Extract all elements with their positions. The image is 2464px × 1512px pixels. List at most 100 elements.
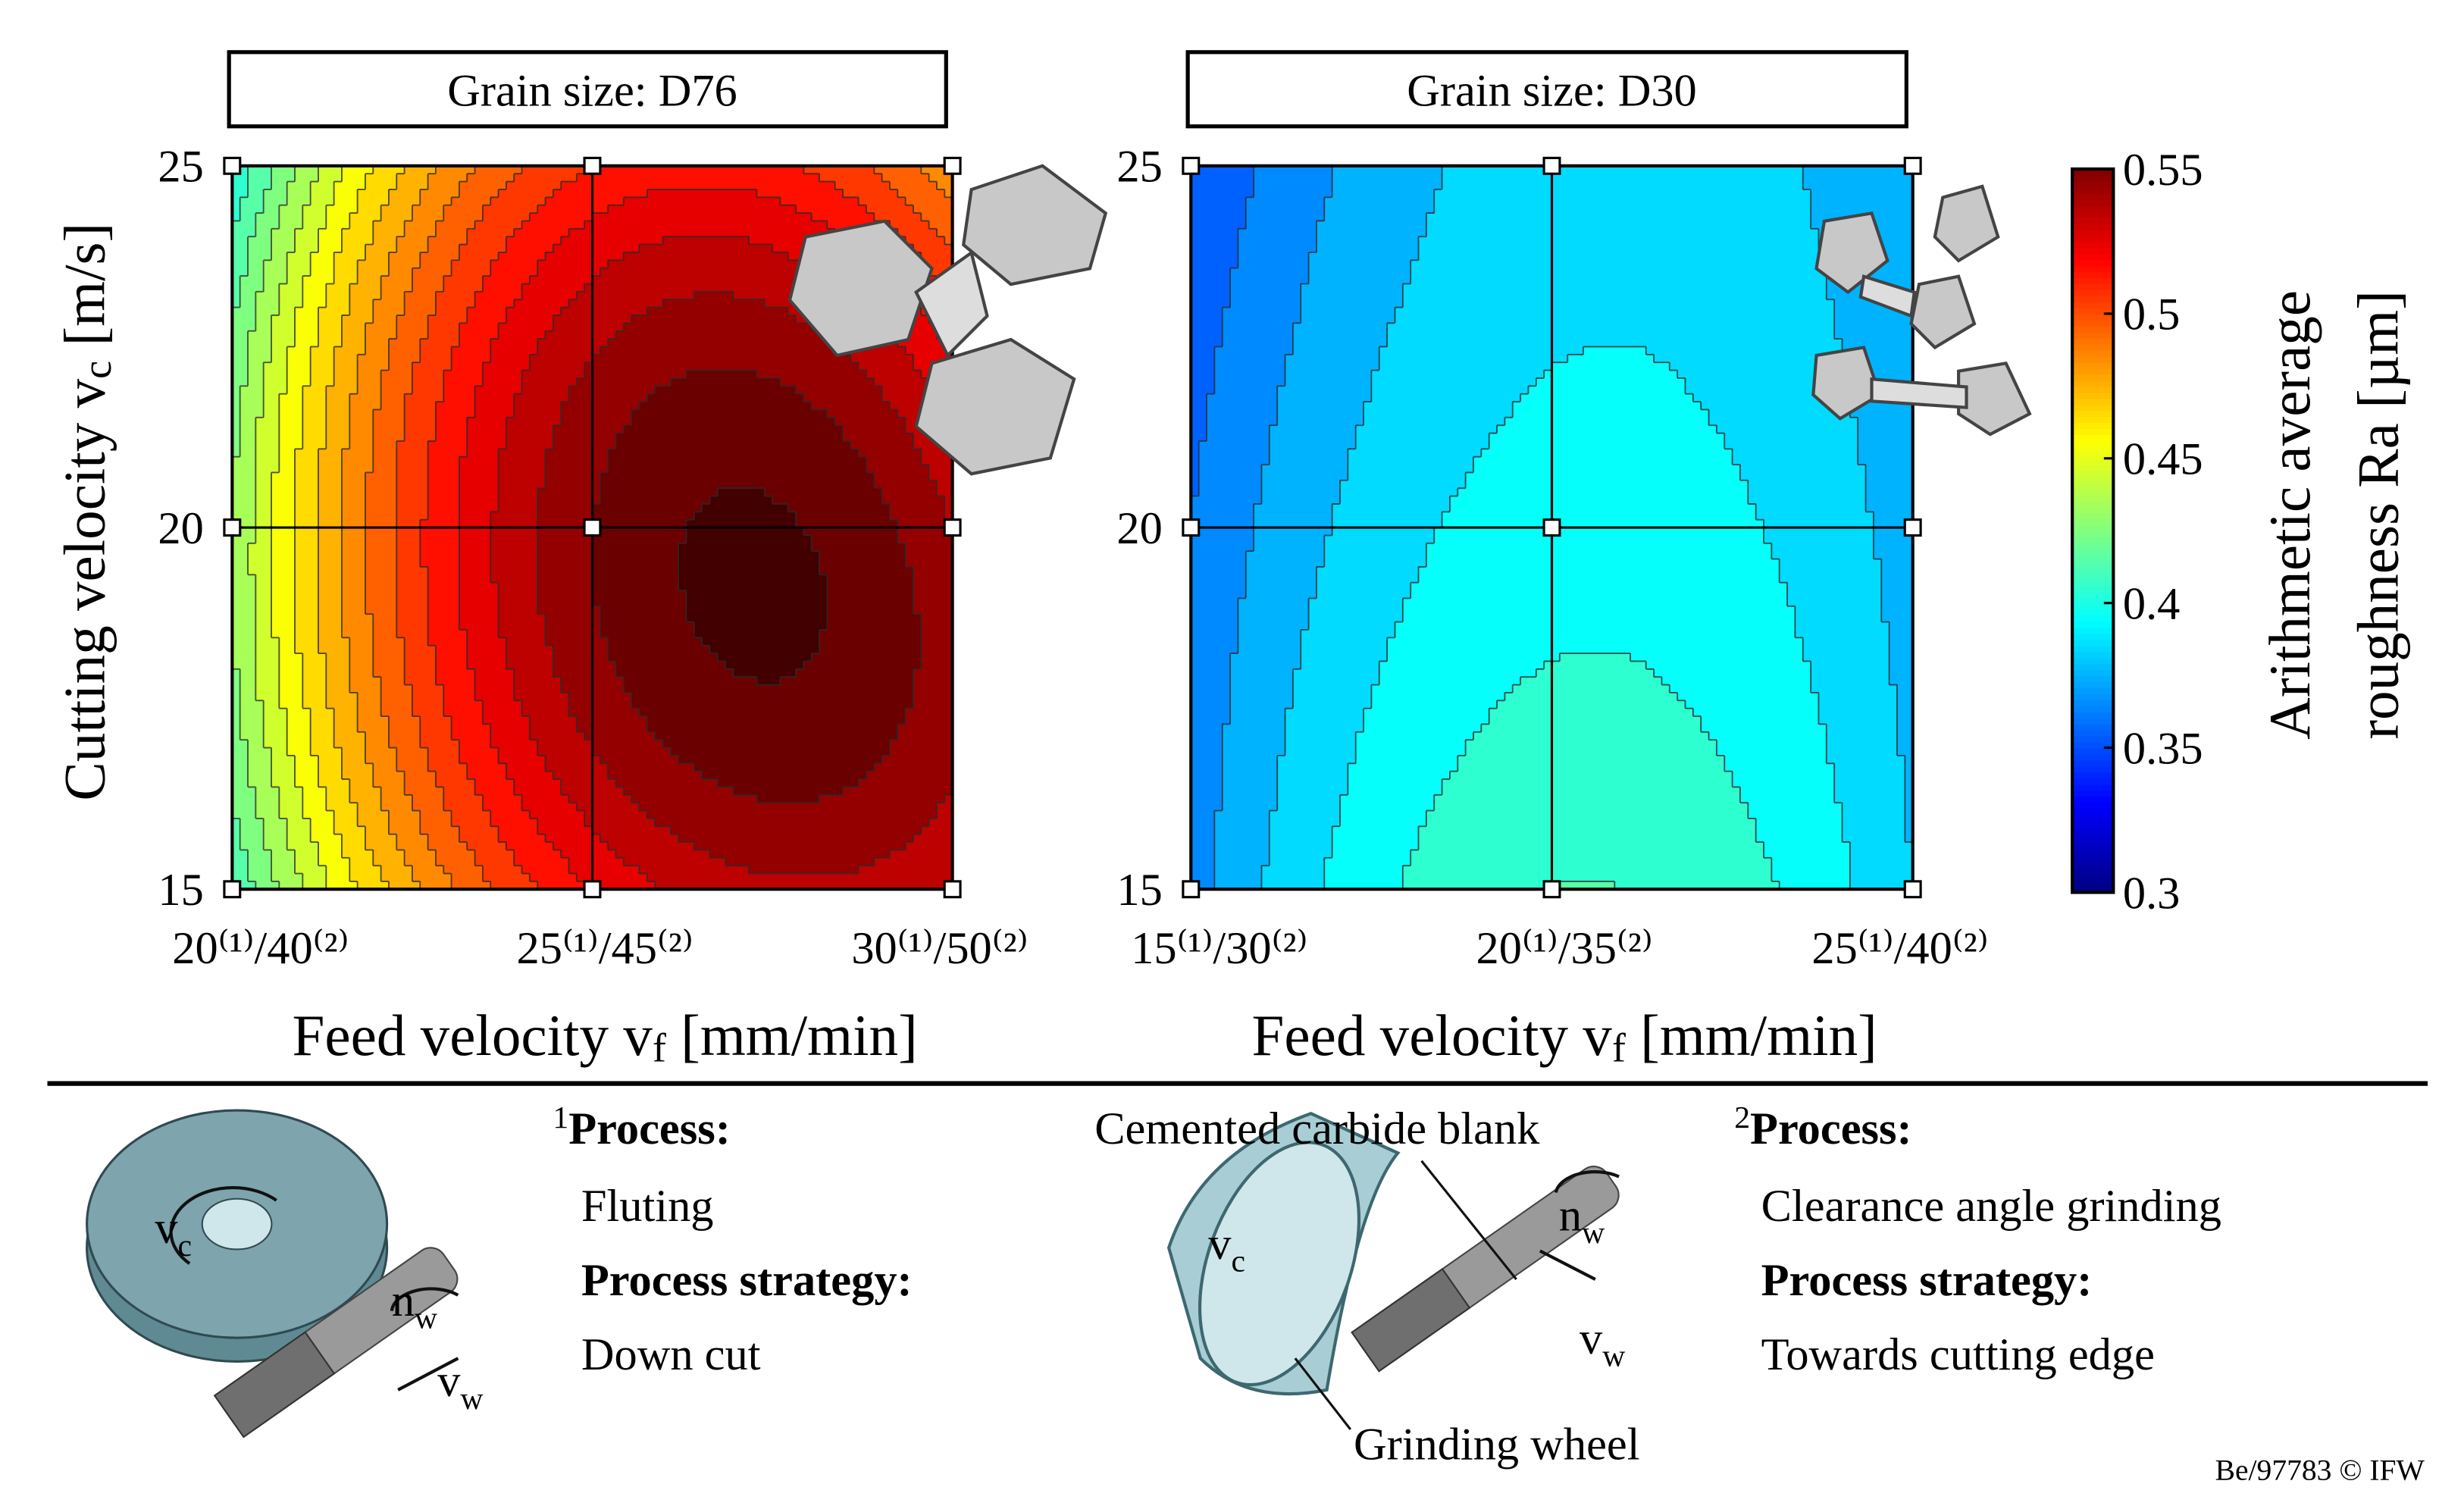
contour-cell	[686, 307, 695, 316]
contour-cell	[451, 354, 460, 364]
contour-cell	[780, 362, 789, 371]
contour-cell	[670, 189, 679, 199]
contour-cell	[615, 574, 625, 584]
contour-cell	[427, 221, 437, 230]
contour-cell	[279, 244, 288, 253]
contour-cell	[655, 252, 664, 261]
contour-cell	[255, 472, 265, 481]
contour-cell	[678, 512, 687, 521]
contour-cell	[866, 362, 875, 371]
contour-cell	[756, 189, 765, 199]
contour-cell	[537, 465, 546, 474]
contour-cell	[427, 535, 437, 544]
contour-cell	[881, 362, 891, 371]
contour-cell	[388, 228, 398, 238]
contour-cell	[670, 315, 679, 324]
contour-cell	[451, 527, 460, 537]
contour-cell	[905, 417, 914, 427]
contour-cell	[709, 181, 719, 190]
contour-cell	[764, 276, 773, 285]
contour-cell	[514, 291, 523, 301]
contour-cell	[302, 181, 312, 190]
contour-cell	[467, 330, 476, 340]
contour-cell	[811, 174, 820, 183]
contour-cell	[459, 323, 468, 332]
contour-cell	[420, 236, 429, 246]
contour-cell	[248, 386, 257, 395]
contour-cell	[514, 425, 523, 434]
contour-cell	[490, 402, 499, 411]
contour-cell	[584, 393, 593, 402]
contour-cell	[756, 440, 765, 450]
contour-cell	[866, 456, 875, 465]
contour-cell	[670, 346, 679, 355]
contour-cell	[302, 244, 312, 253]
contour-cell	[271, 472, 280, 481]
contour-cell	[772, 307, 781, 316]
contour-cell	[545, 503, 554, 513]
contour-cell	[780, 386, 789, 395]
contour-cell	[420, 197, 429, 206]
contour-cell	[341, 315, 351, 324]
contour-cell	[388, 315, 398, 324]
contour-cell	[655, 370, 664, 379]
contour-cell	[553, 465, 562, 474]
contour-cell	[420, 181, 429, 190]
contour-cell	[655, 221, 664, 230]
contour-cell	[506, 189, 515, 199]
contour-cell	[905, 465, 914, 474]
contour-cell	[310, 449, 319, 458]
contour-cell	[467, 480, 476, 490]
contour-cell	[850, 165, 859, 175]
contour-cell	[341, 339, 351, 348]
contour-cell	[725, 307, 734, 316]
contour-cell	[271, 456, 280, 465]
contour-cell	[248, 409, 257, 418]
contour-cell	[568, 291, 578, 301]
contour-cell	[294, 512, 304, 521]
contour-cell	[380, 370, 390, 379]
contour-cell	[380, 433, 390, 442]
contour-cell	[506, 276, 515, 285]
contour-cell	[302, 213, 312, 222]
contour-cell	[881, 165, 891, 175]
contour-cell	[749, 346, 758, 355]
contour-cell	[451, 386, 460, 395]
contour-cell	[709, 165, 719, 175]
contour-cell	[827, 559, 836, 568]
contour-cell	[286, 582, 296, 591]
contour-cell	[474, 409, 484, 418]
contour-cell	[928, 260, 938, 269]
contour-cell	[709, 456, 719, 465]
contour-cell	[639, 465, 648, 474]
contour-cell	[412, 590, 421, 599]
contour-cell	[631, 449, 640, 458]
contour-cell	[459, 197, 468, 206]
contour-cell	[819, 346, 828, 355]
contour-cell	[631, 440, 640, 450]
contour-cell	[373, 307, 382, 316]
contour-cell	[357, 165, 366, 175]
contour-cell	[615, 465, 625, 474]
contour-cell	[662, 236, 672, 246]
contour-cell	[404, 527, 413, 537]
contour-cell	[639, 449, 648, 458]
contour-cell	[843, 213, 852, 222]
contour-cell	[232, 559, 241, 568]
contour-cell	[412, 181, 421, 190]
contour-cell	[232, 543, 241, 553]
contour-cell	[740, 574, 750, 584]
contour-cell	[913, 566, 922, 576]
contour-cell	[662, 440, 672, 450]
contour-cell	[553, 582, 562, 591]
contour-cell	[341, 480, 351, 490]
contour-cell	[787, 433, 797, 442]
contour-cell	[412, 189, 421, 199]
contour-cell	[279, 299, 288, 308]
contour-cell	[881, 472, 891, 481]
contour-cell	[459, 465, 468, 474]
contour-cell	[890, 566, 899, 576]
contour-cell	[913, 174, 922, 183]
contour-cell	[749, 268, 758, 277]
contour-cell	[772, 315, 781, 324]
